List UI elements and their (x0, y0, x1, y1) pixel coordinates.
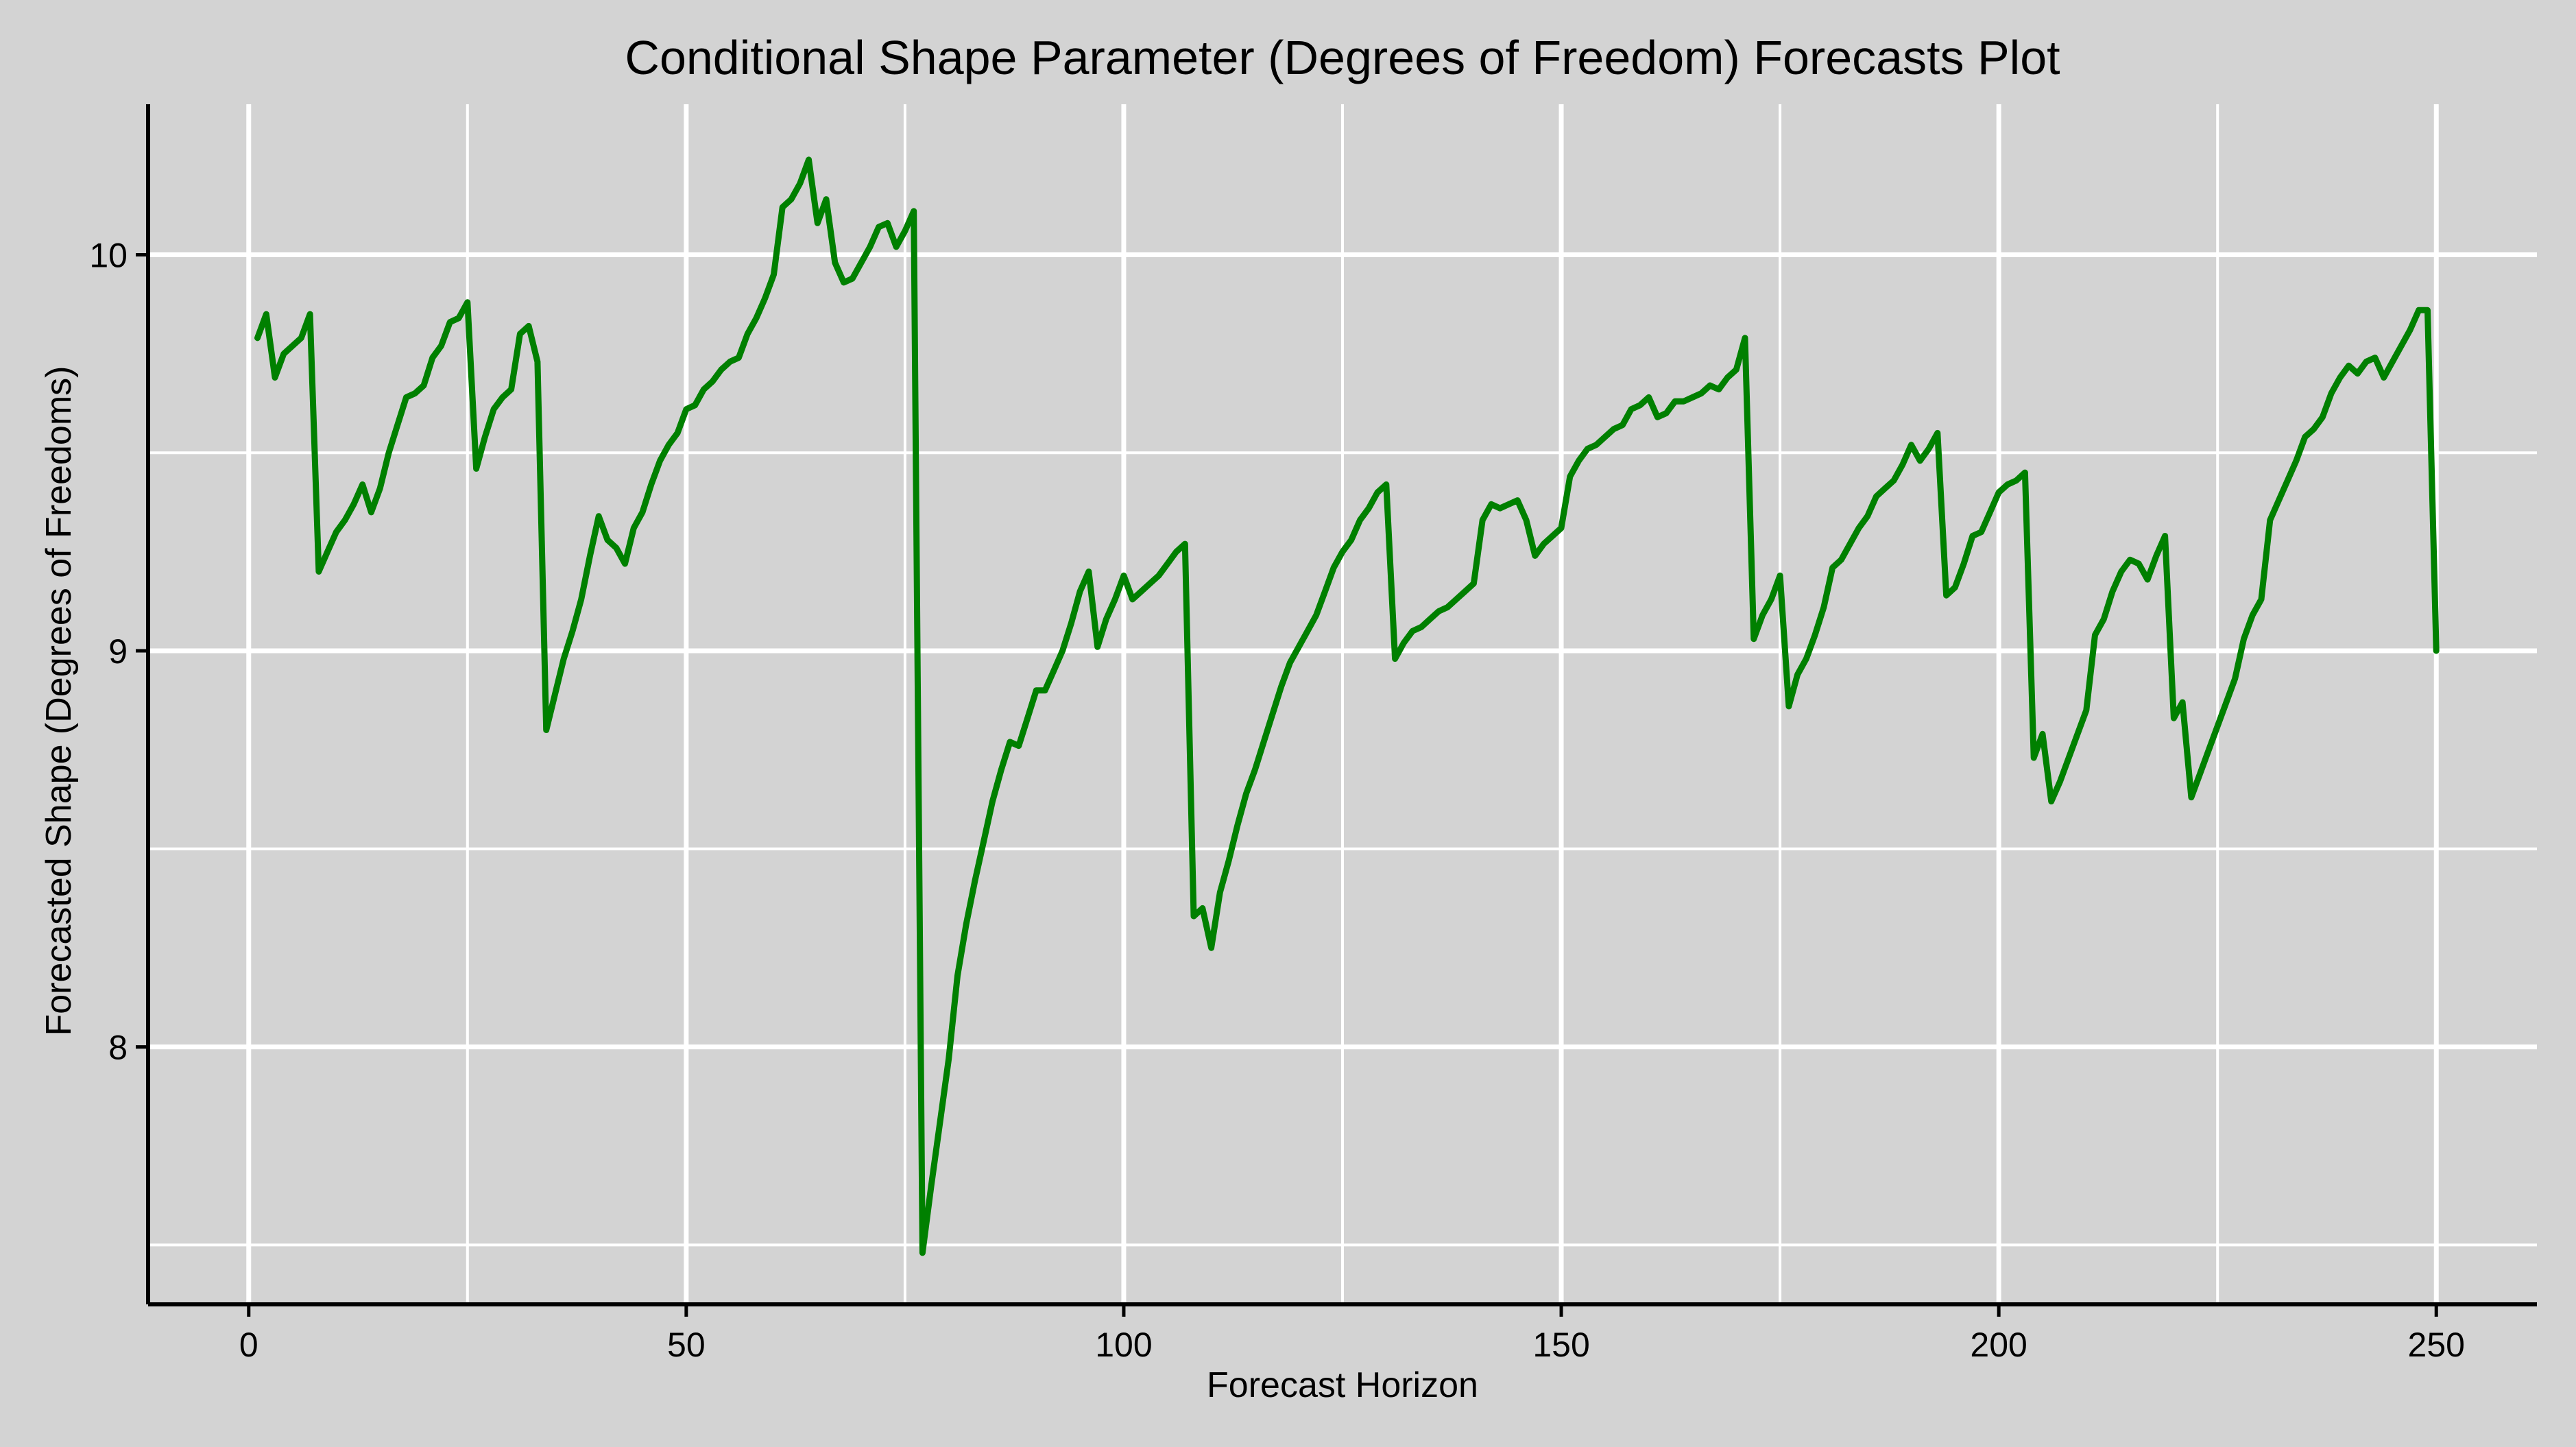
x-tick-label: 250 (2408, 1326, 2465, 1364)
y-axis-label: Forecasted Shape (Degrees of Freedoms) (39, 366, 79, 1036)
y-tick-label: 8 (108, 1029, 128, 1067)
x-tick-label: 50 (667, 1326, 706, 1364)
x-tick-label: 150 (1532, 1326, 1589, 1364)
axes (146, 104, 2537, 1306)
y-tick-label: 9 (108, 632, 128, 671)
y-tick-label: 10 (89, 236, 128, 274)
ticks: 0 50 100 150 200 250 8 9 10 (89, 236, 2465, 1364)
series-line (254, 156, 2440, 1256)
x-tick-label: 100 (1095, 1326, 1152, 1364)
chart-title: Conditional Shape Parameter (Degrees of … (625, 31, 2060, 84)
grid (148, 104, 2537, 1304)
x-tick-label: 200 (1970, 1326, 2027, 1364)
series-group (254, 156, 2440, 1256)
x-axis-label: Forecast Horizon (1207, 1365, 1478, 1405)
x-tick-label: 0 (239, 1326, 258, 1364)
